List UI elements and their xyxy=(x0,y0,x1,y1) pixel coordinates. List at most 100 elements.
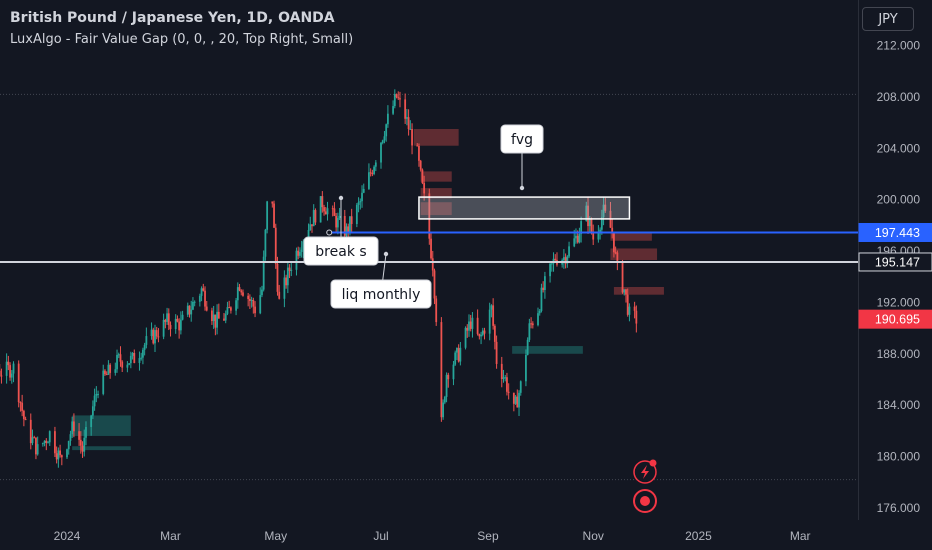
candle[interactable] xyxy=(361,185,363,208)
candle[interactable] xyxy=(324,207,327,215)
candle[interactable] xyxy=(357,197,360,213)
candle[interactable] xyxy=(109,363,112,379)
candle[interactable] xyxy=(580,216,583,243)
price-tag[interactable]: 190.695 xyxy=(858,309,932,329)
candle[interactable] xyxy=(492,298,495,330)
candle[interactable] xyxy=(248,294,251,309)
break-s-callout[interactable]: break s xyxy=(303,195,379,266)
candle[interactable] xyxy=(540,283,543,313)
candle[interactable] xyxy=(217,303,220,319)
candle[interactable] xyxy=(597,225,600,243)
candle[interactable] xyxy=(69,430,72,446)
candle[interactable] xyxy=(176,315,179,323)
candle[interactable] xyxy=(592,224,595,245)
candle[interactable] xyxy=(90,414,93,436)
candle[interactable] xyxy=(224,310,227,324)
candle[interactable] xyxy=(544,271,546,299)
candle[interactable] xyxy=(202,283,205,292)
candle[interactable] xyxy=(48,430,51,446)
candle[interactable] xyxy=(550,262,553,272)
candle[interactable] xyxy=(204,286,206,311)
candle[interactable] xyxy=(355,203,358,228)
candle[interactable] xyxy=(456,347,458,360)
liq-monthly-callout[interactable]: liq monthly xyxy=(330,251,432,309)
candle[interactable] xyxy=(273,200,275,228)
indicator-label[interactable]: LuxAlgo - Fair Value Gap (0, 0, , 20, To… xyxy=(10,32,354,47)
candle[interactable] xyxy=(60,454,63,466)
candle[interactable] xyxy=(223,313,225,322)
candle[interactable] xyxy=(131,352,134,360)
candle[interactable] xyxy=(407,109,410,136)
candle[interactable] xyxy=(167,308,170,331)
candle[interactable] xyxy=(428,188,431,245)
candle[interactable] xyxy=(154,324,156,353)
candle[interactable] xyxy=(121,360,124,373)
candle[interactable] xyxy=(17,360,20,408)
currency-button[interactable]: JPY xyxy=(862,7,914,31)
candle[interactable] xyxy=(186,302,189,318)
candle[interactable] xyxy=(31,429,34,446)
candle[interactable] xyxy=(128,362,131,366)
candle[interactable] xyxy=(226,301,229,316)
candle[interactable] xyxy=(611,219,614,239)
candle[interactable] xyxy=(145,327,148,349)
candle[interactable] xyxy=(311,224,313,233)
candle[interactable] xyxy=(383,130,386,144)
floating-icons[interactable] xyxy=(633,459,657,513)
candle[interactable] xyxy=(459,341,462,366)
candle[interactable] xyxy=(554,254,557,263)
price-tag[interactable]: 195.147 xyxy=(858,252,932,272)
candle[interactable] xyxy=(528,318,531,343)
candle[interactable] xyxy=(602,197,605,226)
candle[interactable] xyxy=(471,312,474,338)
candle[interactable] xyxy=(91,400,94,420)
candle[interactable] xyxy=(613,232,615,258)
candle[interactable] xyxy=(502,369,505,383)
candle[interactable] xyxy=(142,347,144,365)
candle[interactable] xyxy=(0,364,1,377)
candle[interactable] xyxy=(116,349,118,373)
candle[interactable] xyxy=(409,120,412,130)
candle[interactable] xyxy=(442,399,445,420)
candle[interactable] xyxy=(297,246,300,260)
candle[interactable] xyxy=(242,289,244,297)
candle[interactable] xyxy=(95,386,98,403)
candle[interactable] xyxy=(250,296,253,308)
price-tag[interactable]: 197.443 xyxy=(858,222,932,242)
candle[interactable] xyxy=(314,208,317,226)
candle[interactable] xyxy=(190,300,193,322)
candle[interactable] xyxy=(362,183,365,194)
fvg-rectangle[interactable] xyxy=(418,196,631,220)
candle[interactable] xyxy=(493,324,496,350)
candle[interactable] xyxy=(447,372,450,388)
candle[interactable] xyxy=(500,356,503,388)
candle[interactable] xyxy=(504,374,507,382)
candle[interactable] xyxy=(85,421,87,446)
candle[interactable] xyxy=(10,370,13,384)
candle[interactable] xyxy=(235,297,237,316)
candle[interactable] xyxy=(478,333,481,340)
candle[interactable] xyxy=(635,305,638,333)
record-icon[interactable] xyxy=(633,489,657,513)
candle[interactable] xyxy=(512,392,515,412)
candle[interactable] xyxy=(625,289,627,303)
candle[interactable] xyxy=(252,297,255,314)
candle[interactable] xyxy=(104,369,106,376)
candle[interactable] xyxy=(369,168,372,177)
candle[interactable] xyxy=(150,322,153,340)
candle[interactable] xyxy=(395,93,398,99)
candle[interactable] xyxy=(179,311,182,335)
candle[interactable] xyxy=(126,361,129,373)
candle[interactable] xyxy=(5,353,8,384)
candle[interactable] xyxy=(568,241,570,259)
candle[interactable] xyxy=(7,355,10,371)
candle[interactable] xyxy=(333,202,336,217)
candle[interactable] xyxy=(466,324,469,338)
candle[interactable] xyxy=(518,390,520,416)
candle[interactable] xyxy=(299,247,301,258)
candle[interactable] xyxy=(506,372,508,396)
candle[interactable] xyxy=(537,307,539,327)
candle[interactable] xyxy=(81,441,84,458)
candle[interactable] xyxy=(343,209,346,239)
